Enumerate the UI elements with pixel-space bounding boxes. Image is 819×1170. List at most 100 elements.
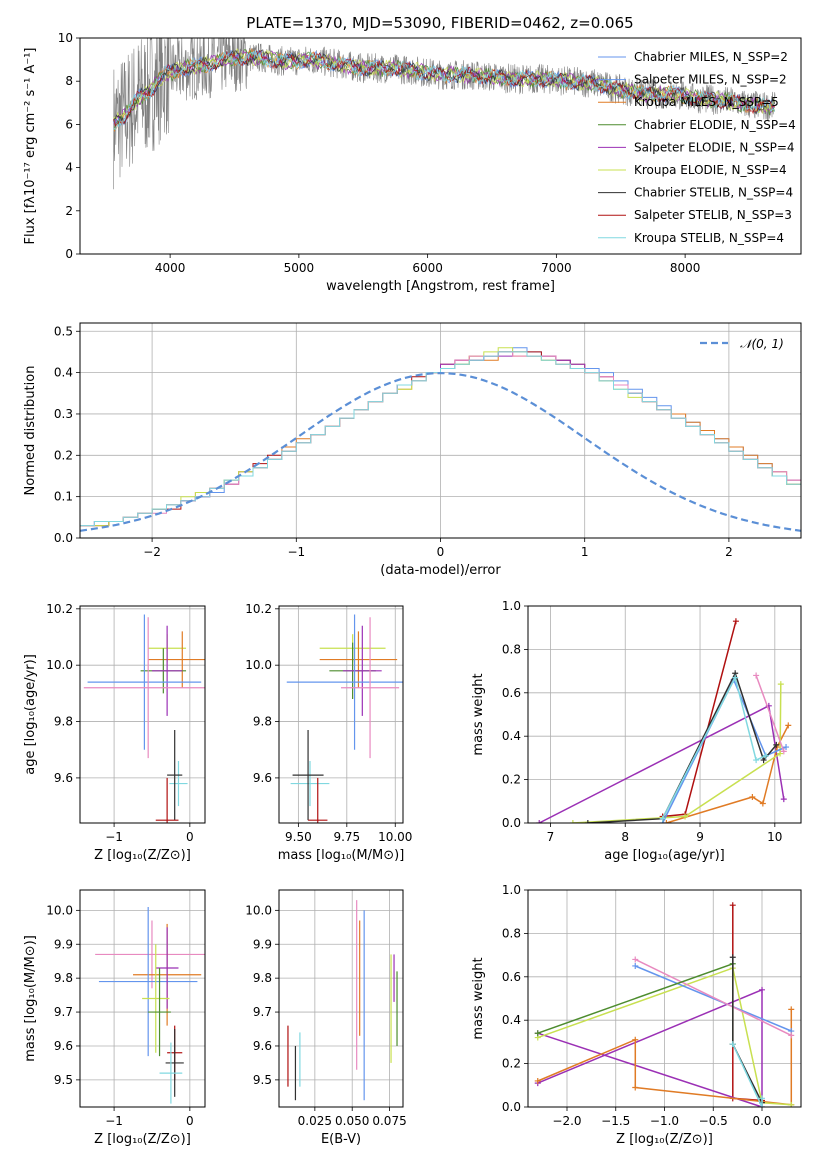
weight-marker (632, 1036, 639, 1043)
x-tick-label: 0 (186, 830, 194, 844)
weight-marker (632, 962, 639, 969)
y-tick-label: 10.0 (46, 903, 73, 917)
x-tick-label: 10.00 (378, 830, 412, 844)
x-axis-label: (data-model)/error (380, 563, 501, 578)
data-point (83, 617, 205, 759)
weight-series-line (587, 671, 777, 823)
y-tick-label: 9.9 (253, 937, 272, 951)
data-point (169, 761, 188, 807)
x-tick-label: 0.075 (372, 1114, 406, 1128)
y-axis-label: age [log₁₀(age/yr)] (23, 654, 38, 775)
data-point (341, 617, 400, 759)
y-tick-label: 0.4 (502, 1013, 521, 1027)
plot-area (286, 614, 403, 823)
x-tick-label: 6000 (412, 261, 443, 275)
weight-marker (732, 618, 739, 625)
data-point (286, 614, 403, 750)
x-axis-label: Z [log₁₀(Z/Z⊙)] (616, 1132, 713, 1147)
x-tick-label: 9.50 (285, 830, 312, 844)
weight-marker (759, 800, 766, 807)
weight-marker (729, 954, 736, 961)
legend-entry: Salpeter MILES, N_SSP=2 (634, 73, 787, 87)
y-tick-label: 0.2 (54, 448, 73, 462)
histogram-series (80, 351, 801, 527)
plot-area (534, 902, 795, 1107)
plot-area (80, 347, 801, 532)
panel-age-weight: 7 8 9 10 0.0 0.2 0.4 0.6 0.8 1.0 age [log₁₀(age/yr… (471, 599, 802, 863)
panel-z-age: −1 0 9.6 9.8 10.0 10.2 Z [log₁₀(Z/Z⊙)] age [log… (23, 602, 206, 863)
y-tick-label: 9.8 (54, 715, 73, 729)
x-tick-label: 9.75 (333, 830, 360, 844)
y-tick-label: 9.7 (253, 1005, 272, 1019)
axes-frame (79, 605, 206, 824)
data-point (148, 967, 171, 1057)
axes-frame (527, 889, 802, 1108)
panel-ebv-mass: 0.025 0.050 0.075 9.5 9.6 9.7 9.8 9.9 10.0 E(B-V) (245, 889, 407, 1147)
y-tick-label: 4 (65, 161, 73, 175)
weight-marker (682, 813, 689, 820)
panel-residuals: −2 −1 0 1 2 0.0 0.1 0.2 0.3 0.4 0.5 (data-model)/er… (23, 322, 802, 578)
y-tick-label: 1.0 (502, 599, 521, 613)
y-tick-label: 9.6 (54, 1039, 73, 1053)
y-tick-label: 0.2 (502, 773, 521, 787)
panel-z-weight: −2.0 −1.5 −1.0 −0.5 0.0 0.0 0.2 0.4 0.6 0.8 1.0 Z [… (471, 883, 802, 1147)
y-tick-label: 0.8 (502, 642, 521, 656)
data-point (87, 614, 202, 750)
weight-marker (753, 757, 760, 764)
y-tick-label: 0 (65, 247, 73, 261)
weight-marker (759, 1104, 765, 1107)
y-tick-label: 10.0 (46, 658, 73, 672)
data-point (342, 625, 382, 716)
weight-marker (659, 815, 666, 822)
plot-area (287, 900, 398, 1101)
y-axis-label: mass [log₁₀(M/M⊙)] (23, 935, 38, 1062)
weight-marker (729, 1041, 736, 1048)
weight-marker (753, 672, 760, 679)
weight-marker (760, 757, 767, 764)
x-tick-label: 4000 (155, 261, 186, 275)
x-tick-label: −0.5 (699, 1114, 728, 1128)
x-tick-label: 9 (696, 830, 704, 844)
data-point (148, 631, 205, 688)
weight-marker (777, 750, 784, 757)
legend-entry: 𝒩(0, 1) (740, 337, 784, 351)
weight-series-line (732, 1043, 763, 1107)
plot-area (113, 38, 776, 190)
y-tick-label: 9.6 (253, 771, 272, 785)
model-line (113, 49, 775, 125)
axes-frame (278, 889, 404, 1108)
y-tick-label: 9.8 (54, 971, 73, 985)
legend-entry: Kroupa ELODIE, N_SSP=4 (634, 163, 787, 177)
data-point (165, 1029, 184, 1097)
model-line (113, 49, 776, 131)
x-tick-label: 0 (437, 545, 445, 559)
x-tick-label: 10 (767, 830, 782, 844)
y-axis-label: mass weight (471, 673, 486, 755)
histogram-series (80, 351, 801, 527)
weight-marker (584, 820, 591, 823)
x-tick-label: −2 (143, 545, 161, 559)
y-tick-label: 9.9 (54, 937, 73, 951)
weight-marker (780, 748, 787, 755)
weight-marker (632, 956, 639, 963)
weight-marker (759, 986, 765, 993)
x-tick-label: 8 (621, 830, 629, 844)
x-tick-label: 0.050 (335, 1114, 369, 1128)
weight-marker (777, 681, 784, 688)
x-tick-label: −2.0 (552, 1114, 581, 1128)
y-tick-label: 0.0 (54, 531, 73, 545)
data-point (95, 920, 205, 989)
y-tick-label: 9.8 (253, 971, 272, 985)
data-point (319, 631, 398, 688)
data-point (290, 761, 330, 807)
weight-series-line (732, 905, 763, 1102)
weight-marker (785, 722, 792, 729)
histogram-series (80, 351, 801, 527)
x-tick-label: 0.0 (752, 1114, 771, 1128)
y-tick-label: 6 (65, 117, 73, 131)
weight-marker (536, 820, 543, 823)
y-tick-label: 1.0 (502, 883, 521, 897)
y-tick-label: 9.6 (54, 771, 73, 785)
